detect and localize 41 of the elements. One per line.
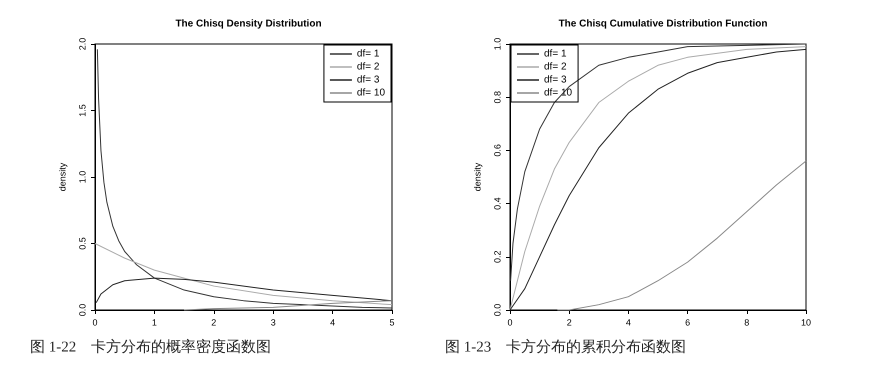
x-tick-label: 10 xyxy=(800,318,812,328)
x-tick-label: 6 xyxy=(685,318,690,328)
y-tick-label: 0.2 xyxy=(492,250,502,264)
x-tick-label: 5 xyxy=(389,318,395,328)
legend-label: df= 1 xyxy=(356,48,380,60)
y-tick-label: 0.6 xyxy=(492,144,502,157)
legend-label: df= 2 xyxy=(544,62,567,72)
x-tick-label: 8 xyxy=(744,318,750,328)
y-tick-label: 1.5 xyxy=(78,104,88,117)
y-tick-label: 2.0 xyxy=(78,38,88,50)
y-tick-label: 0.0 xyxy=(78,304,88,316)
line-series xyxy=(184,300,392,310)
y-tick-label: 1.0 xyxy=(78,170,88,184)
x-tick-label: 3 xyxy=(270,318,276,328)
chart-title: The Chisq Cumulative Distribution Function xyxy=(558,18,768,30)
x-tick-label: 0 xyxy=(507,318,513,328)
y-tick-label: 1.0 xyxy=(492,38,502,50)
legend-label: df= 10 xyxy=(544,88,573,98)
legend-label: df= 3 xyxy=(544,74,567,86)
x-tick-label: 2 xyxy=(566,318,572,328)
x-tick-label: 4 xyxy=(626,318,631,328)
x-tick-label: 1 xyxy=(152,318,157,328)
x-tick-label: 4 xyxy=(330,318,336,328)
y-axis-title: density xyxy=(58,162,68,192)
caption: 图 1-23 卡方分布的累积分布函数图 xyxy=(445,338,686,356)
legend-label: df= 2 xyxy=(356,62,380,72)
x-tick-label: 0 xyxy=(92,318,98,328)
legend-label: df= 10 xyxy=(356,88,386,98)
caption: 图 1-22 卡方分布的概率密度函数图 xyxy=(30,338,272,356)
line-series xyxy=(94,243,392,306)
line-series xyxy=(556,160,806,310)
y-tick-label: 0.4 xyxy=(492,197,502,210)
y-axis-title: density xyxy=(472,162,482,192)
legend-label: df= 3 xyxy=(356,74,380,86)
y-tick-label: 0.8 xyxy=(492,90,502,104)
line-series xyxy=(96,278,392,304)
y-tick-label: 0.0 xyxy=(492,304,502,316)
y-tick-label: 0.5 xyxy=(78,237,88,250)
x-tick-label: 2 xyxy=(211,318,216,328)
chart-title: The Chisq Density Distribution xyxy=(175,18,322,30)
legend-label: df= 1 xyxy=(544,48,567,60)
